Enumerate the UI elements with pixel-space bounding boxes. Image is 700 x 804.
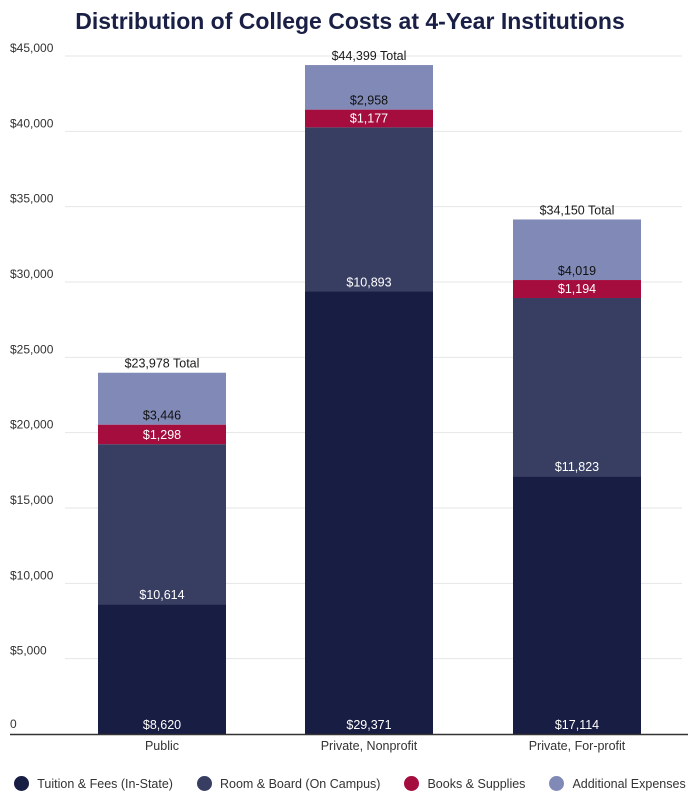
y-tick-label: $15,000 (10, 493, 54, 507)
segment-value-label: $1,298 (143, 428, 181, 442)
segment-value-label: $3,446 (143, 409, 181, 423)
legend-item: Tuition & Fees (In-State) (14, 776, 173, 791)
chart-title: Distribution of College Costs at 4-Year … (75, 8, 625, 34)
x-axis-category-labels: Public Private, Nonprofit Private, For-pro… (145, 739, 626, 753)
bar-segment (305, 65, 433, 110)
bar-segment (513, 219, 641, 281)
y-tick-label: $20,000 (10, 418, 54, 432)
legend-swatch (404, 776, 420, 791)
legend-label: Books & Supplies (427, 776, 526, 791)
legend-swatch (14, 776, 30, 791)
segment-value-label: $11,823 (555, 460, 599, 474)
bar-segment (513, 476, 641, 734)
stacked-bar-chart: 0 $5,000 $10,000 $15,000 $20,000 $25,000 $30,0… (10, 41, 688, 753)
y-tick-label: $25,000 (10, 342, 54, 356)
segment-value-label: $1,177 (350, 111, 388, 125)
legend-item: Room & Board (On Campus) (196, 776, 381, 791)
segment-value-label: $1,194 (558, 282, 596, 296)
segment-value-label: $8,620 (143, 718, 181, 732)
bars (98, 65, 641, 734)
legend-item: Books & Supplies (404, 776, 525, 791)
segment-value-label: $17,114 (555, 718, 599, 732)
legend-item: Additional Expenses (549, 776, 686, 791)
bar-segment (305, 109, 433, 128)
y-tick-label: $10,000 (10, 568, 54, 582)
category-label: Public (145, 739, 179, 753)
legend-swatch (196, 776, 212, 791)
y-tick-label: $35,000 (10, 192, 54, 206)
legend-label: Tuition & Fees (In-State) (37, 776, 173, 791)
segment-value-label: $4,019 (558, 264, 596, 278)
data-labels: $8,620 $10,614 $1,298 $3,446 $23,978 Total $2… (125, 49, 615, 732)
bar-segment (513, 280, 641, 299)
legend-label: Room & Board (On Campus) (219, 776, 381, 791)
legend: Tuition & Fees (In-State) Room & Board (O… (0, 776, 700, 791)
total-label: $23,978 Total (125, 357, 200, 371)
total-label: $34,150 Total (540, 203, 615, 217)
bar-segment (98, 444, 226, 605)
total-label: $44,399 Total (332, 49, 407, 63)
segment-value-label: $10,614 (139, 588, 184, 602)
y-tick-label: $5,000 (10, 644, 47, 658)
legend-swatch (549, 776, 565, 791)
y-tick-label: $30,000 (10, 267, 54, 281)
category-label: Private, Nonprofit (321, 739, 418, 753)
bar-segment (98, 604, 226, 734)
bar-segment (98, 424, 226, 445)
bar-segment (305, 291, 433, 734)
segment-value-label: $10,893 (346, 275, 391, 289)
segment-value-label: $2,958 (350, 94, 388, 108)
bar-segment (98, 372, 226, 425)
bar-segment (513, 298, 641, 477)
segment-value-label: $29,371 (346, 718, 391, 732)
legend-label: Additional Expenses (572, 776, 686, 791)
y-tick-label: $40,000 (10, 116, 54, 130)
category-label: Private, For-profit (529, 739, 626, 753)
y-tick-label: 0 (10, 717, 17, 731)
bar-segment (305, 127, 433, 292)
y-tick-label: $45,000 (10, 41, 54, 55)
y-axis-tick-labels: 0 $5,000 $10,000 $15,000 $20,000 $25,000 $30,0… (10, 41, 54, 731)
